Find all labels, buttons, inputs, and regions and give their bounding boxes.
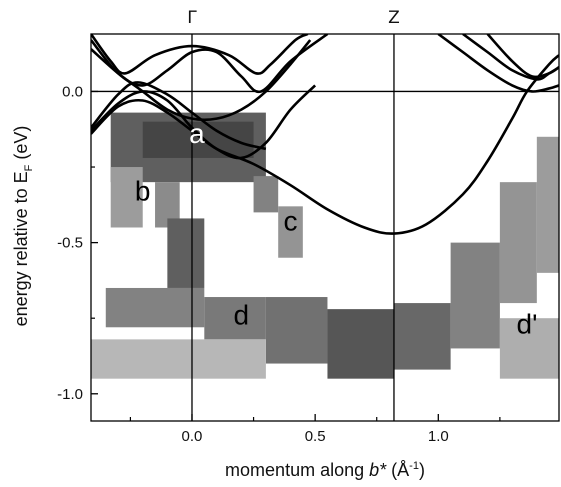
intensity-region (499, 318, 559, 379)
feature-label: d' (517, 308, 538, 339)
band-curve (462, 34, 559, 81)
band-curve (91, 34, 309, 75)
intensity-region (105, 287, 205, 328)
x-tick-label: 1.0 (428, 428, 449, 445)
intensity-region (327, 309, 394, 379)
calculated-bands (91, 34, 559, 235)
plot-frame (90, 33, 560, 422)
y-axis-label: energy relative to EF (eV) (11, 126, 35, 327)
intensity-region (450, 242, 500, 349)
intensity-region (393, 303, 451, 370)
feature-label: c (284, 206, 298, 237)
intensity-region (167, 218, 205, 288)
band-curve (437, 34, 559, 93)
y-tick-label: -0.5 (57, 235, 83, 252)
x-tick-label: 0.0 (182, 428, 203, 445)
high-symmetry-label: Z (388, 8, 400, 28)
intensity-region (204, 297, 266, 340)
high-symmetry-label: Γ (187, 8, 197, 28)
x-axis-ticks: 0.0 0.5 1.0 (129, 414, 501, 445)
y-tick-label: 0.0 (62, 83, 83, 100)
intensity-region (91, 339, 266, 379)
intensity-region (265, 297, 328, 364)
intensity-region (110, 167, 143, 228)
intensity-region (278, 206, 303, 258)
feature-label: a (189, 118, 205, 149)
x-tick-label: 0.5 (305, 428, 326, 445)
intensity-region (499, 182, 537, 304)
feature-label: d (233, 299, 249, 330)
y-axis-ticks: 0.0 -0.5 -1.0 (57, 83, 98, 403)
band-curve (91, 54, 559, 235)
band-curve (91, 39, 312, 122)
intensity-region (536, 136, 559, 273)
y-tick-label: -1.0 (57, 386, 83, 403)
band-curve (486, 34, 559, 79)
x-axis-label: momentum along b* (Å-1) (225, 460, 425, 480)
feature-label: b (135, 175, 151, 206)
feature-labels: a b c d d' (135, 118, 538, 339)
intensity-region (253, 176, 279, 213)
band-curve (91, 81, 267, 151)
intensity-map (91, 112, 559, 379)
